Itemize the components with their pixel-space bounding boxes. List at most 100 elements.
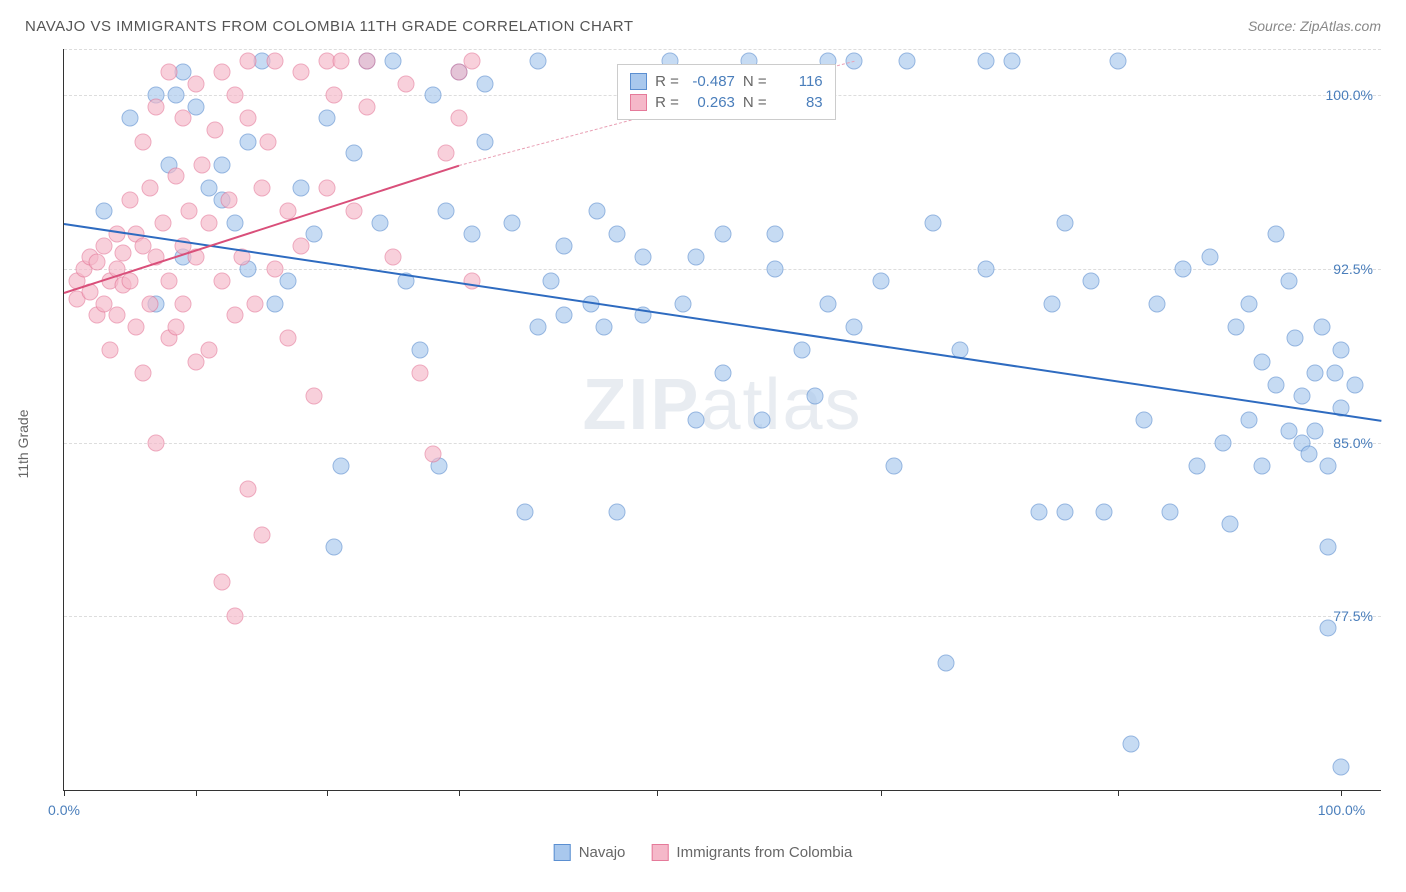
data-point-navajo xyxy=(846,318,863,335)
data-point-colombia xyxy=(358,52,375,69)
data-point-colombia xyxy=(115,244,132,261)
data-point-colombia xyxy=(253,179,270,196)
data-point-colombia xyxy=(358,98,375,115)
data-point-colombia xyxy=(141,295,158,312)
data-point-navajo xyxy=(266,295,283,312)
data-point-navajo xyxy=(227,214,244,231)
data-point-navajo xyxy=(1320,538,1337,555)
stats-row: R =0.263N =83 xyxy=(630,92,823,113)
data-point-navajo xyxy=(1280,272,1297,289)
data-point-colombia xyxy=(214,64,231,81)
data-point-navajo xyxy=(714,226,731,243)
data-point-colombia xyxy=(174,110,191,127)
legend-label-colombia: Immigrants from Colombia xyxy=(676,844,852,861)
data-point-navajo xyxy=(819,295,836,312)
data-point-colombia xyxy=(135,365,152,382)
data-point-colombia xyxy=(253,527,270,544)
data-point-colombia xyxy=(227,608,244,625)
x-tick xyxy=(327,790,328,796)
data-point-navajo xyxy=(898,52,915,69)
data-point-navajo xyxy=(925,214,942,231)
data-point-navajo xyxy=(516,504,533,521)
data-point-navajo xyxy=(1267,226,1284,243)
x-tick xyxy=(1341,790,1342,796)
data-point-navajo xyxy=(530,52,547,69)
data-point-colombia xyxy=(220,191,237,208)
data-point-navajo xyxy=(1313,318,1330,335)
data-point-navajo xyxy=(1109,52,1126,69)
data-point-navajo xyxy=(279,272,296,289)
data-point-navajo xyxy=(345,145,362,162)
data-point-navajo xyxy=(589,203,606,220)
data-point-colombia xyxy=(437,145,454,162)
stats-r-label: R = xyxy=(655,73,679,90)
data-point-navajo xyxy=(1188,457,1205,474)
data-point-navajo xyxy=(1214,434,1231,451)
data-point-colombia xyxy=(102,342,119,359)
stats-n-label: N = xyxy=(743,73,767,90)
x-tick xyxy=(881,790,882,796)
data-point-colombia xyxy=(260,133,277,150)
stats-swatch xyxy=(630,94,647,111)
x-tick xyxy=(64,790,65,796)
data-point-navajo xyxy=(1030,504,1047,521)
data-point-navajo xyxy=(306,226,323,243)
data-point-navajo xyxy=(938,654,955,671)
data-point-navajo xyxy=(1254,457,1271,474)
data-point-navajo xyxy=(411,342,428,359)
data-point-colombia xyxy=(135,133,152,150)
data-point-navajo xyxy=(1320,457,1337,474)
data-point-colombia xyxy=(240,480,257,497)
data-point-colombia xyxy=(227,307,244,324)
data-point-colombia xyxy=(451,110,468,127)
data-point-navajo xyxy=(1333,342,1350,359)
stats-swatch xyxy=(630,73,647,90)
x-tick xyxy=(1118,790,1119,796)
data-point-navajo xyxy=(1135,411,1152,428)
stats-row: R =-0.487N =116 xyxy=(630,71,823,92)
data-point-navajo xyxy=(714,365,731,382)
data-point-colombia xyxy=(227,87,244,104)
data-point-navajo xyxy=(1221,515,1238,532)
stats-n-value: 83 xyxy=(775,94,823,111)
data-point-colombia xyxy=(148,434,165,451)
data-point-colombia xyxy=(332,52,349,69)
x-tick-label: 0.0% xyxy=(48,802,80,818)
data-point-navajo xyxy=(1083,272,1100,289)
y-tick-label: 92.5% xyxy=(1333,261,1373,277)
data-point-colombia xyxy=(319,179,336,196)
data-point-navajo xyxy=(688,411,705,428)
data-point-navajo xyxy=(977,260,994,277)
y-tick-label: 85.0% xyxy=(1333,435,1373,451)
data-point-navajo xyxy=(846,52,863,69)
data-point-navajo xyxy=(464,226,481,243)
data-point-navajo xyxy=(1254,353,1271,370)
data-point-colombia xyxy=(108,307,125,324)
data-point-colombia xyxy=(293,64,310,81)
x-tick xyxy=(459,790,460,796)
data-point-navajo xyxy=(793,342,810,359)
data-point-colombia xyxy=(279,330,296,347)
data-point-navajo xyxy=(1293,388,1310,405)
data-point-colombia xyxy=(200,214,217,231)
data-point-navajo xyxy=(1307,423,1324,440)
data-point-colombia xyxy=(411,365,428,382)
data-point-navajo xyxy=(977,52,994,69)
data-point-colombia xyxy=(200,342,217,359)
data-point-colombia xyxy=(266,260,283,277)
stats-r-value: -0.487 xyxy=(687,73,735,90)
data-point-navajo xyxy=(1326,365,1343,382)
data-point-navajo xyxy=(754,411,771,428)
data-point-navajo xyxy=(1333,758,1350,775)
data-point-navajo xyxy=(240,133,257,150)
data-point-navajo xyxy=(595,318,612,335)
y-axis-label: 11th Grade xyxy=(15,409,31,478)
stats-box: R =-0.487N =116R =0.263N =83 xyxy=(617,64,836,120)
data-point-navajo xyxy=(477,75,494,92)
legend-item-colombia: Immigrants from Colombia xyxy=(651,844,852,861)
data-point-navajo xyxy=(1287,330,1304,347)
stats-r-value: 0.263 xyxy=(687,94,735,111)
data-point-navajo xyxy=(543,272,560,289)
data-point-colombia xyxy=(214,573,231,590)
data-point-navajo xyxy=(325,538,342,555)
